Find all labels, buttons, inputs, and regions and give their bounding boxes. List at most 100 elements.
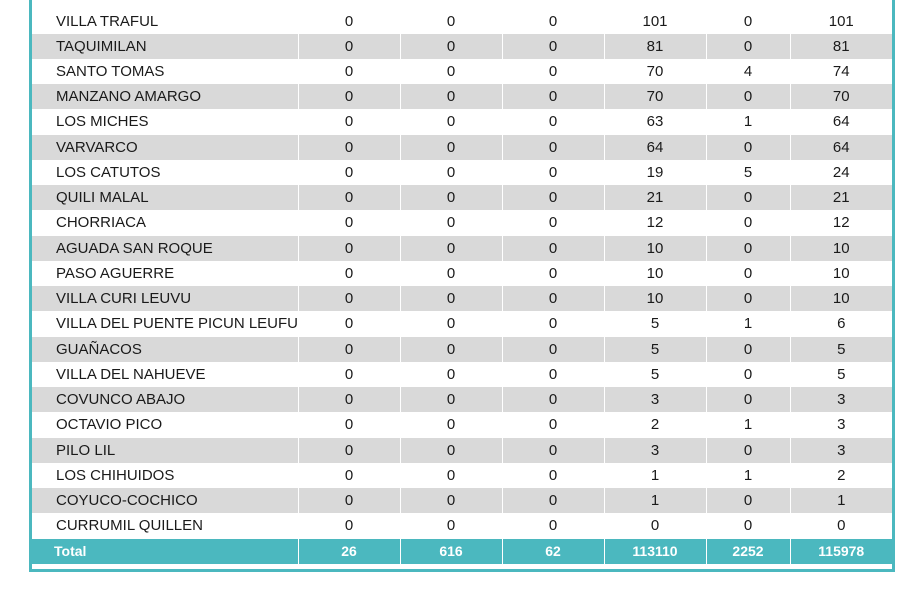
row-name-cell: MANZANO AMARGO [32,84,299,110]
table-row: VILLA TRAFUL 0 0 0 101 0 101 [32,0,892,34]
row-name-cell: QUILI MALAL [32,185,299,211]
row-value-cell: 0 [706,235,791,261]
table-row: PILO LIL 0 0 0 3 0 3 [32,437,892,463]
row-value-cell: 10 [604,235,707,261]
row-value-cell: 5 [604,361,707,387]
row-value-cell: 0 [298,260,401,286]
row-value-cell: 1 [604,462,707,488]
table-row: GUAÑACOS 0 0 0 5 0 5 [32,336,892,362]
row-value-cell: 3 [604,437,707,463]
row-value-cell: 0 [502,336,605,362]
row-value-cell: 0 [400,387,503,413]
row-value-cell: 0 [502,260,605,286]
table-row: PASO AGUERRE 0 0 0 10 0 10 [32,260,892,286]
row-value-cell: 0 [298,159,401,185]
row-value-cell: 0 [706,513,791,539]
table-row: LOS CATUTOS 0 0 0 19 5 24 [32,159,892,185]
row-value-cell: 63 [604,109,707,135]
row-name-cell: COYUCO-COCHICO [32,488,299,514]
row-value-cell: 12 [790,210,892,236]
row-value-cell: 10 [790,260,892,286]
table-row: MANZANO AMARGO 0 0 0 70 0 70 [32,84,892,110]
table-row: LOS MICHES 0 0 0 63 1 64 [32,109,892,135]
table-row: CURRUMIL QUILLEN 0 0 0 0 0 0 [32,513,892,539]
row-value-cell: 0 [400,412,503,438]
table-row: VILLA CURI LEUVU 0 0 0 10 0 10 [32,286,892,312]
row-value-cell: 70 [790,84,892,110]
row-value-cell: 5 [706,159,791,185]
row-value-cell: 5 [604,311,707,337]
row-value-cell: 0 [400,311,503,337]
row-value-cell: 0 [706,260,791,286]
row-value-cell: 0 [400,159,503,185]
table-row: SANTO TOMAS 0 0 0 70 4 74 [32,58,892,84]
row-value-cell: 0 [706,437,791,463]
row-name-cell: LOS MICHES [32,109,299,135]
row-value-cell: 0 [400,235,503,261]
row-value-cell: 10 [604,260,707,286]
row-value-cell: 1 [790,488,892,514]
row-value-cell: 0 [502,159,605,185]
row-value-cell: 0 [502,109,605,135]
total-cell: 26 [298,538,401,564]
row-value-cell: 5 [604,336,707,362]
table-frame: VILLA TRAFUL 0 0 0 101 0 101 TAQUIMILAN 0 0 0 81 0 81… [29,0,895,572]
row-value-cell: 1 [706,109,791,135]
row-value-cell: 70 [604,84,707,110]
row-value-cell: 101 [790,0,892,34]
row-value-cell: 0 [400,336,503,362]
row-name-cell: VILLA CURI LEUVU [32,286,299,312]
table-row: VILLA DEL PUENTE PICUN LEUFU 0 0 0 5 1 6 [32,311,892,337]
row-value-cell: 0 [298,336,401,362]
row-value-cell: 0 [298,387,401,413]
row-value-cell: 2 [790,462,892,488]
row-name-cell: LOS CATUTOS [32,159,299,185]
table-row: AGUADA SAN ROQUE 0 0 0 10 0 10 [32,235,892,261]
row-value-cell: 0 [298,210,401,236]
row-value-cell: 0 [298,412,401,438]
row-name-cell: VARVARCO [32,134,299,160]
row-value-cell: 0 [298,84,401,110]
row-value-cell: 21 [604,185,707,211]
row-value-cell: 0 [400,286,503,312]
row-value-cell: 0 [298,361,401,387]
row-value-cell: 0 [502,185,605,211]
row-value-cell: 6 [790,311,892,337]
table-row: LOS CHIHUIDOS 0 0 0 1 1 2 [32,462,892,488]
row-name-cell: AGUADA SAN ROQUE [32,235,299,261]
table-row: VILLA DEL NAHUEVE 0 0 0 5 0 5 [32,361,892,387]
row-value-cell: 19 [604,159,707,185]
row-name-cell: LOS CHIHUIDOS [32,462,299,488]
row-value-cell: 0 [298,311,401,337]
row-name-cell: OCTAVIO PICO [32,412,299,438]
row-value-cell: 81 [790,33,892,59]
row-value-cell: 64 [790,134,892,160]
row-value-cell: 12 [604,210,707,236]
row-value-cell: 0 [298,513,401,539]
table-row: QUILI MALAL 0 0 0 21 0 21 [32,185,892,211]
table-row: COYUCO-COCHICO 0 0 0 1 0 1 [32,488,892,514]
row-value-cell: 0 [502,0,605,34]
row-value-cell: 0 [298,109,401,135]
row-value-cell: 0 [706,387,791,413]
row-value-cell: 21 [790,185,892,211]
row-value-cell: 0 [502,387,605,413]
row-value-cell: 0 [706,185,791,211]
total-cell: 616 [400,538,503,564]
row-value-cell: 0 [790,513,892,539]
row-value-cell: 0 [400,513,503,539]
row-value-cell: 24 [790,159,892,185]
row-value-cell: 0 [604,513,707,539]
row-value-cell: 0 [298,286,401,312]
row-value-cell: 0 [706,84,791,110]
row-value-cell: 0 [502,58,605,84]
row-name-cell: CURRUMIL QUILLEN [32,513,299,539]
row-value-cell: 64 [604,134,707,160]
row-value-cell: 74 [790,58,892,84]
row-value-cell: 0 [400,134,503,160]
row-name-cell: PILO LIL [32,437,299,463]
row-value-cell: 0 [706,33,791,59]
row-value-cell: 3 [790,437,892,463]
row-name-cell: CHORRIACA [32,210,299,236]
row-value-cell: 0 [502,513,605,539]
